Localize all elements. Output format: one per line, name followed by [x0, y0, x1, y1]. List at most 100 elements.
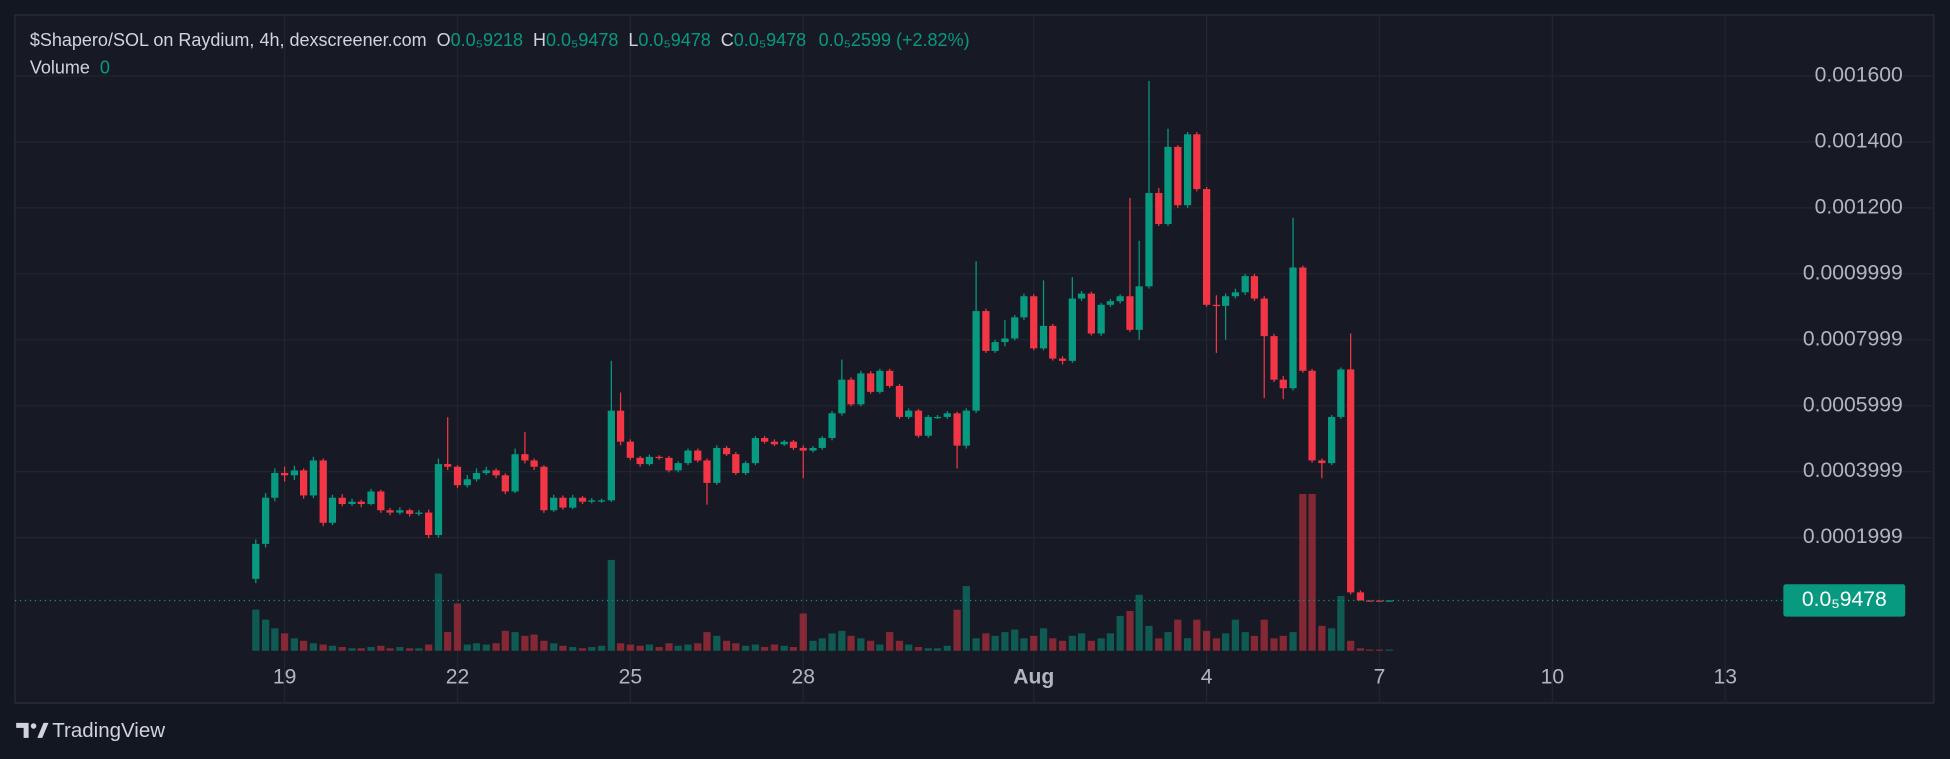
last-price-tag — [1783, 584, 1906, 617]
volume-bar — [828, 633, 836, 651]
volume-bar — [425, 644, 433, 651]
candle-body — [694, 450, 702, 461]
candle-body — [453, 466, 462, 486]
volume-bar — [1145, 625, 1153, 651]
x-tick-label: 4 — [1201, 666, 1213, 689]
volume-bar — [886, 632, 894, 651]
candle-body — [309, 460, 318, 496]
volume-bar — [1299, 493, 1307, 651]
y-tick-label: 0.001200 — [1815, 195, 1903, 218]
volume-bar — [857, 638, 865, 651]
volume-bar — [377, 645, 385, 651]
volume-bar — [607, 559, 615, 651]
volume-bar — [1106, 633, 1114, 651]
candle-body — [1030, 296, 1038, 349]
y-tick-label: 0.0009999 — [1803, 261, 1903, 284]
x-tick-label: 28 — [791, 666, 814, 689]
volume-bar — [780, 645, 788, 651]
candle-body — [299, 470, 308, 496]
candle-body — [914, 410, 923, 436]
candle-body — [1020, 296, 1028, 318]
high-label: H — [533, 30, 546, 50]
volume-bar — [741, 645, 750, 651]
volume-bar — [261, 619, 270, 651]
volume-bar — [933, 648, 942, 651]
volume-value: 0 — [100, 57, 110, 77]
volume-bar — [1068, 635, 1076, 651]
y-tick-label: 0.001400 — [1815, 129, 1903, 152]
candle-body — [616, 410, 625, 442]
candle-body — [799, 447, 807, 451]
open-label: O — [437, 30, 451, 50]
candle-body — [1299, 267, 1307, 371]
volume-bar — [588, 647, 596, 651]
volume-bar — [732, 643, 740, 651]
candle-body — [1193, 134, 1201, 190]
candle-body — [982, 311, 990, 351]
candle-body — [1212, 304, 1221, 307]
volume-bar — [309, 643, 318, 651]
candle-body — [732, 454, 740, 473]
candle-body — [1385, 600, 1393, 602]
volume-bar — [386, 648, 394, 651]
candle-body — [876, 370, 884, 392]
candle-body — [434, 464, 443, 535]
candle-body — [895, 385, 904, 417]
candle-body — [588, 500, 596, 502]
volume-bar — [434, 573, 443, 651]
volume-bar — [1039, 628, 1048, 651]
volume-bar — [559, 645, 567, 651]
candle-body — [1097, 304, 1105, 334]
x-tick-label: 22 — [446, 666, 469, 689]
candle-body — [444, 464, 452, 467]
low-label: L — [628, 30, 638, 50]
volume-bar — [799, 613, 807, 651]
volume-bar — [684, 644, 692, 651]
candle-body — [655, 456, 663, 459]
candle-body — [626, 441, 634, 458]
change: 0.0₅2599 (+2.82%) — [819, 30, 970, 50]
volume-bar — [1250, 635, 1259, 651]
candle-body — [1347, 369, 1355, 593]
candle-body — [1356, 592, 1365, 601]
volume-bar — [463, 644, 471, 651]
candle-body — [1270, 336, 1278, 380]
candle-body — [415, 512, 423, 514]
candle-body — [396, 510, 404, 513]
volume-bar — [809, 640, 817, 651]
candle-body — [722, 447, 731, 455]
volume-bar — [962, 586, 970, 651]
volume-bar — [636, 645, 644, 651]
volume-bar — [722, 640, 731, 651]
volume-bar — [290, 638, 299, 651]
volume-bar — [472, 643, 481, 651]
volume-bar — [1135, 594, 1143, 651]
x-tick-label: 25 — [619, 666, 642, 689]
volume-bar — [616, 643, 625, 651]
candle-body — [290, 470, 299, 476]
volume-bar — [924, 648, 932, 651]
candle-body — [886, 370, 894, 386]
volume-bar — [905, 644, 913, 651]
candle-body — [530, 460, 538, 467]
volume-bar — [1087, 640, 1095, 651]
volume-bar — [396, 647, 404, 651]
candle-body — [1145, 193, 1153, 287]
candle-body — [1077, 293, 1086, 299]
volume-bar — [838, 630, 846, 651]
volume-bar — [1318, 625, 1326, 651]
x-tick-label: Aug — [1013, 666, 1054, 689]
candle-body — [636, 457, 644, 465]
volume-bar — [1212, 638, 1221, 651]
volume-bar — [338, 647, 346, 651]
volume-bar — [406, 648, 414, 651]
volume-bar — [1155, 638, 1163, 651]
candle-body — [703, 460, 711, 483]
candle-body — [1126, 296, 1134, 330]
candle-body — [540, 466, 548, 511]
volume-bar — [1270, 638, 1278, 651]
volume-bar — [770, 644, 779, 651]
volume-bar — [578, 648, 587, 651]
candle-body — [1318, 460, 1326, 464]
axes: 0.001600 0.001400 0.001200 0.0009999 0.00079… — [14, 64, 1906, 689]
